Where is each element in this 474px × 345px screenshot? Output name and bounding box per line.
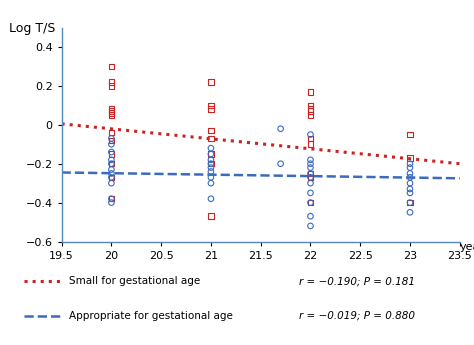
Point: [207, 151, 215, 157]
Point: [406, 175, 414, 180]
Point: [307, 175, 314, 180]
Point: [207, 161, 215, 167]
Point: [108, 175, 115, 180]
Point: [307, 132, 314, 137]
Point: [207, 102, 215, 108]
Point: [277, 126, 284, 131]
Point: [108, 79, 115, 85]
Point: [307, 223, 314, 229]
Point: [108, 107, 115, 112]
Point: [207, 79, 215, 85]
Point: [108, 64, 115, 69]
Point: [207, 180, 215, 186]
Point: [307, 157, 314, 162]
Point: [207, 128, 215, 134]
Point: [207, 145, 215, 151]
Point: [108, 136, 115, 141]
Text: Small for gestational age: Small for gestational age: [69, 276, 200, 286]
Point: [406, 155, 414, 161]
Point: [207, 161, 215, 167]
Point: [207, 175, 215, 180]
Point: [207, 157, 215, 162]
Point: [406, 132, 414, 137]
Point: [406, 161, 414, 167]
Point: [108, 196, 115, 201]
Point: [307, 108, 314, 114]
Text: Log T/S: Log T/S: [9, 22, 56, 36]
Point: [108, 108, 115, 114]
Point: [406, 165, 414, 170]
Point: [406, 209, 414, 215]
Point: [307, 214, 314, 219]
Point: [406, 180, 414, 186]
Point: [307, 171, 314, 176]
Point: [307, 107, 314, 112]
Point: [108, 200, 115, 205]
Point: [207, 151, 215, 157]
Point: [307, 180, 314, 186]
Point: [108, 180, 115, 186]
Point: [307, 200, 314, 205]
Point: [307, 102, 314, 108]
Text: years: years: [460, 241, 474, 252]
Point: [108, 83, 115, 89]
Point: [307, 112, 314, 118]
Point: [406, 200, 414, 205]
Text: r = −0.019; P = 0.880: r = −0.019; P = 0.880: [299, 311, 415, 321]
Point: [108, 149, 115, 155]
Point: [307, 200, 314, 205]
Point: [108, 161, 115, 167]
Point: [277, 161, 284, 167]
Point: [207, 214, 215, 219]
Point: [108, 151, 115, 157]
Text: Appropriate for gestational age: Appropriate for gestational age: [69, 311, 233, 321]
Point: [307, 165, 314, 170]
Point: [307, 175, 314, 180]
Point: [406, 190, 414, 196]
Point: [307, 171, 314, 176]
Point: [307, 136, 314, 141]
Point: [207, 107, 215, 112]
Point: [207, 196, 215, 201]
Point: [307, 141, 314, 147]
Point: [108, 171, 115, 176]
Point: [108, 161, 115, 167]
Point: [207, 169, 215, 174]
Text: r = −0.190; P = 0.181: r = −0.190; P = 0.181: [299, 276, 415, 286]
Point: [307, 190, 314, 196]
Point: [108, 196, 115, 201]
Point: [307, 161, 314, 167]
Point: [108, 175, 115, 180]
Point: [108, 167, 115, 172]
Point: [108, 112, 115, 118]
Point: [307, 89, 314, 95]
Point: [108, 141, 115, 147]
Point: [207, 165, 215, 170]
Point: [108, 138, 115, 143]
Point: [108, 110, 115, 116]
Point: [406, 171, 414, 176]
Point: [108, 130, 115, 135]
Point: [108, 157, 115, 162]
Point: [406, 200, 414, 205]
Point: [406, 186, 414, 192]
Point: [207, 136, 215, 141]
